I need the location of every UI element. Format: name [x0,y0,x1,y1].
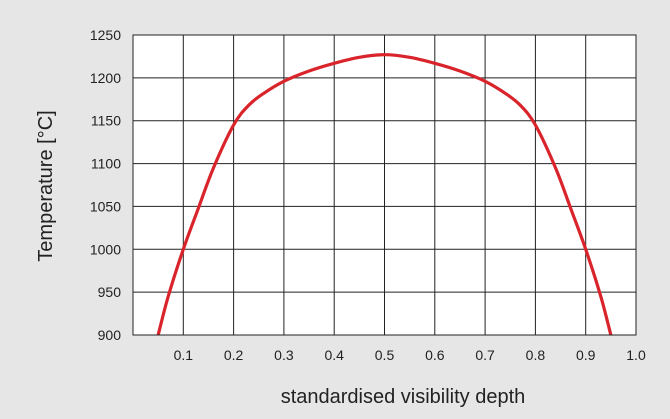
y-tick-label: 1100 [91,156,121,172]
x-tick-label: 0.2 [224,347,244,363]
x-axis-title: standardised visibility depth [281,386,526,408]
plot-border [132,34,637,336]
x-tick-label: 0.1 [174,347,194,363]
y-tick-label: 1000 [90,241,121,257]
x-tick-label: 0.9 [576,347,596,363]
y-tick-label: 950 [98,284,122,300]
y-tick-label: 1050 [90,198,121,214]
x-tick-label: 0.4 [324,347,344,363]
x-tick-label: 0.7 [475,347,495,363]
y-tick-label: 1250 [90,27,121,43]
plot-frame [132,34,637,336]
x-tick-label: 1.0 [626,347,646,363]
temperature-series-line [156,53,613,336]
x-tick-label: 0.5 [375,347,395,363]
series-layer [156,53,613,336]
y-tick-label: 1200 [90,70,121,86]
x-tick-label: 0.3 [274,347,294,363]
x-tick-label: 0.8 [526,347,546,363]
x-tick-labels: 0.1 0.2 0.3 0.4 0.5 0.6 0.7 0.8 0.9 1.0 [174,347,646,363]
y-tick-labels: 900 950 1000 1050 1100 1150 1200 1250 [90,27,121,343]
y-axis-title: Temperature [°C] [35,110,57,261]
y-tick-label: 900 [98,327,122,343]
y-tick-label: 1150 [91,113,121,129]
x-tick-label: 0.6 [425,347,445,363]
